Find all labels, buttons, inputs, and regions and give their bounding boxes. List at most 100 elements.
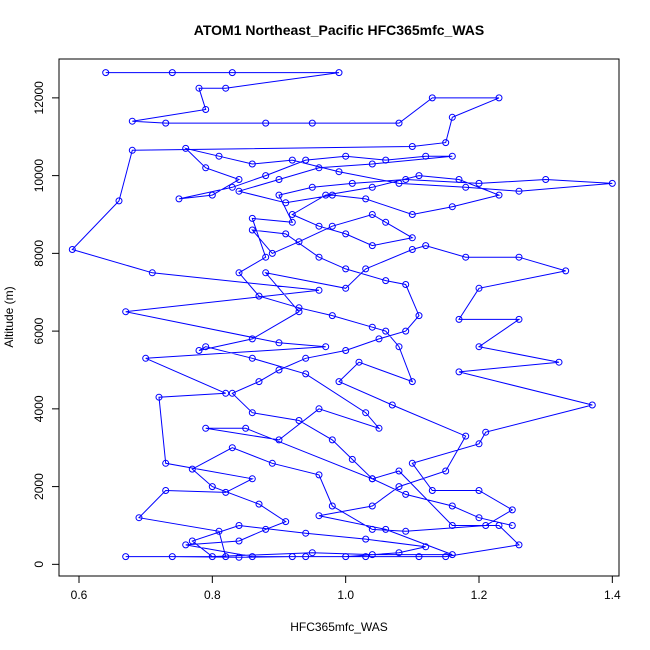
data-point [448,522,456,529]
data-point [368,211,376,218]
data-point [202,343,210,351]
data-point [368,502,376,510]
y-tick-label: 10000 [32,159,46,193]
data-point [342,265,350,273]
data-point [395,343,403,351]
data-point [495,94,503,102]
data-point [442,139,450,147]
data-point [462,253,470,261]
data-point [222,553,230,561]
data-point [222,488,230,496]
data-point [162,487,170,494]
data-point [402,281,410,288]
data-point [462,432,470,440]
data-point [188,537,196,545]
data-point [322,343,330,351]
data-point [162,119,170,127]
data-point [262,525,270,533]
y-tick-label: 6000 [32,317,46,344]
data-point [195,84,203,92]
data-point [335,168,343,176]
data-point [368,242,376,250]
data-point [342,553,350,561]
data-point [248,214,256,222]
data-point [235,176,243,183]
data-point [235,187,243,195]
data-point [168,69,176,77]
y-tick-label: 8000 [32,240,46,267]
data-point [508,522,516,529]
data-point [335,69,343,77]
data-point [415,172,423,180]
data-point [248,354,256,362]
data-point [515,253,523,261]
data-point [395,119,403,127]
data-point [128,146,136,154]
data-point [475,487,483,494]
data-point [348,455,356,463]
y-axis: 0 2000 4000 6000 8000 10000 12000 [32,81,60,568]
data-point [368,160,376,168]
data-point [315,222,323,230]
data-point [428,94,436,102]
data-point [422,242,430,250]
data-point [448,502,456,510]
data-point [475,284,483,292]
data-point [402,176,410,183]
data-point [315,471,323,479]
x-axis-label: HFC365mfc_WAS [290,620,388,634]
data-point [288,553,296,561]
data-point [382,156,390,164]
data-point [328,502,336,510]
data-point [415,312,423,320]
data-point [188,465,196,473]
data-point [202,106,210,113]
y-tick-label: 12000 [32,81,46,115]
data-point [302,156,310,164]
data-point [148,269,156,277]
data-point [475,179,483,187]
data-point [208,191,216,199]
data-point [395,549,403,557]
data-point [262,253,270,261]
data-point [402,490,410,498]
data-point [368,183,376,191]
x-tick-label: 1.4 [604,588,621,602]
data-point [135,514,143,522]
data-point [495,522,503,529]
series-line [71,72,613,558]
data-point [362,265,370,273]
data-point [328,312,336,320]
data-point [255,378,263,386]
data-point [482,428,490,436]
data-point [508,506,516,514]
data-point [382,525,390,533]
data-point [395,467,403,475]
data-point [482,522,490,529]
data-point [408,246,416,253]
data-point [235,269,243,277]
data-point [355,358,363,366]
data-point [275,191,283,199]
data-point [248,475,256,483]
data-point [328,436,336,444]
data-point [475,343,483,351]
data-point [308,119,316,127]
data-point [588,401,596,409]
data-point [202,164,210,172]
data-point [382,218,390,226]
data-point [362,535,370,543]
data-point [295,417,303,424]
data-point [208,553,216,561]
data-point [295,304,303,312]
data-point [228,389,236,397]
data-point [448,152,456,160]
data-point [175,195,183,203]
data-point [255,292,263,300]
data-point [375,424,383,432]
data-point [288,218,296,226]
data-point [268,249,276,257]
data-point [302,529,310,537]
data-point [348,179,356,187]
y-axis-label: Altitude (m) [2,286,16,347]
